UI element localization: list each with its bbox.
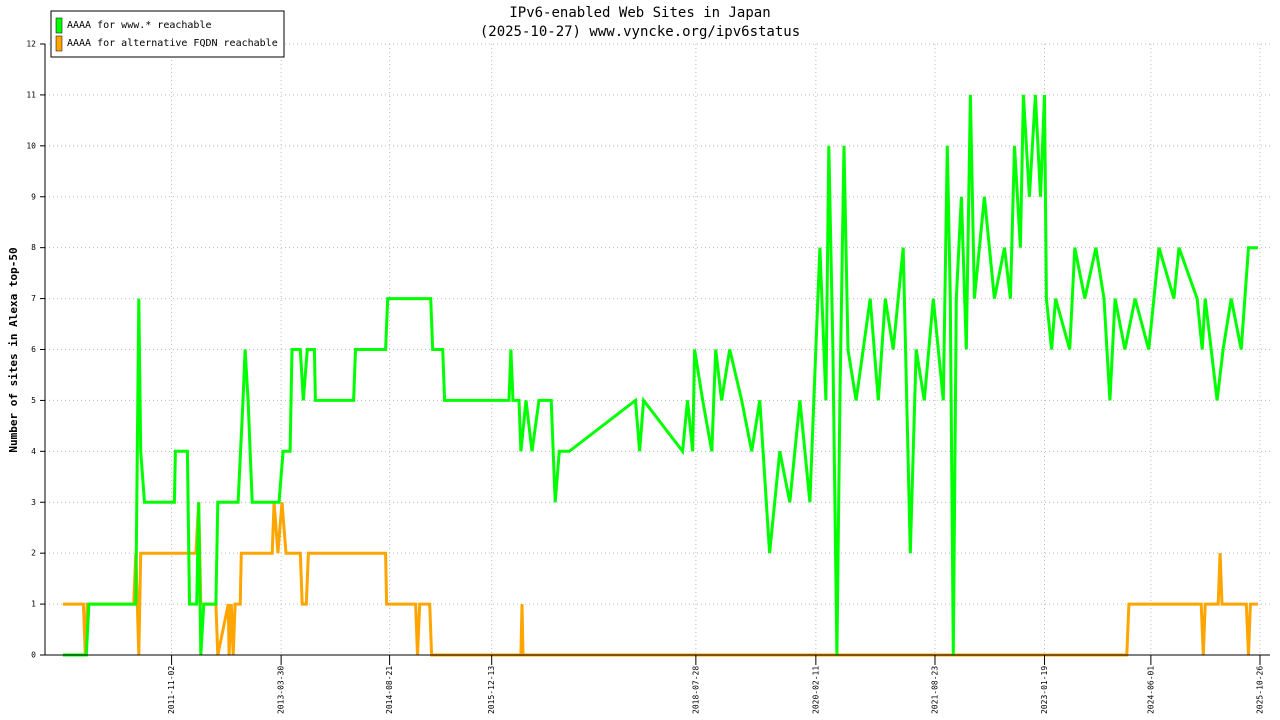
y-tick-label: 10 [26, 141, 36, 150]
legend-label: AAAA for www.* reachable [67, 20, 212, 31]
x-tick-label: 2023-01-19 [1040, 666, 1049, 714]
y-tick-label: 9 [31, 192, 36, 201]
chart-title: IPv6-enabled Web Sites in Japan [509, 5, 770, 21]
legend-label: AAAA for alternative FQDN reachable [67, 38, 278, 49]
x-tick-label: 2021-08-23 [930, 666, 939, 714]
chart-subtitle: (2025-10-27) www.vyncke.org/ipv6status [480, 24, 800, 40]
legend-swatch [55, 17, 63, 34]
y-tick-label: 11 [26, 90, 36, 99]
y-tick-label: 12 [26, 40, 36, 49]
x-tick-label: 2014-08-21 [385, 666, 394, 714]
x-tick-label: 2015-12-13 [487, 666, 496, 714]
x-tick-label: 2020-02-11 [811, 666, 820, 714]
y-axis-label: Number of sites in Alexa top-50 [7, 247, 20, 452]
y-tick-label: 1 [31, 600, 36, 609]
y-tick-label: 6 [31, 345, 36, 354]
y-tick-label: 7 [31, 294, 36, 303]
series-line [62, 94, 1258, 657]
y-tick-label: 3 [31, 498, 36, 507]
x-tick-label: 2013-03-30 [277, 666, 286, 714]
x-tick-label: 2011-11-02 [167, 666, 176, 714]
y-tick-label: 0 [31, 651, 36, 660]
x-tick-label: 2018-07-28 [691, 666, 700, 714]
x-tick-label: 2024-06-01 [1146, 666, 1155, 714]
legend-box [50, 10, 285, 58]
y-tick-label: 4 [31, 447, 36, 456]
legend-swatch [55, 35, 63, 52]
legend: AAAA for www.* reachable AAAA for alterna… [50, 10, 285, 58]
lines [62, 94, 1258, 657]
y-tick-label: 8 [31, 243, 36, 252]
x-tick-label: 2025-10-26 [1255, 666, 1264, 714]
y-tick-label: 5 [31, 396, 36, 405]
y-tick-label: 2 [31, 549, 36, 558]
